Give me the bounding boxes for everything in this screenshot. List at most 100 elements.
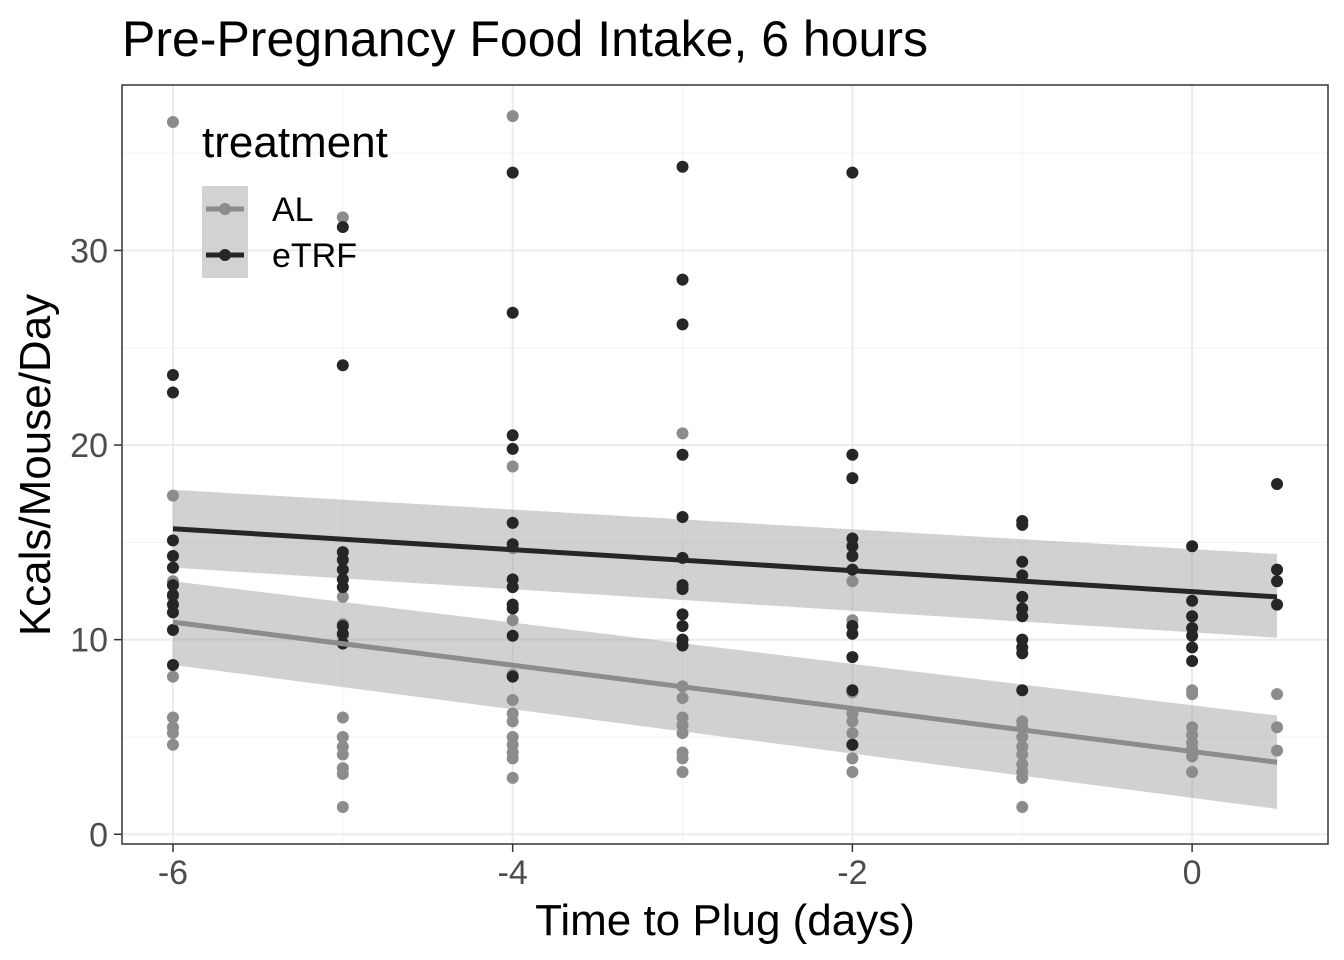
point-etrf [166,534,179,547]
point-etrf [676,620,689,633]
point-etrf [846,166,859,179]
point-al [336,767,349,780]
point-etrf [166,386,179,399]
point-etrf [336,221,349,234]
panel-border [121,84,1329,845]
point-al [166,711,179,724]
point-etrf [166,549,179,562]
point-al [336,801,349,814]
point-al [846,715,859,728]
point-etrf [506,429,519,442]
panel-background [122,85,1328,844]
point-etrf [166,658,179,671]
y-axis: 0 10 20 30 [70,232,122,854]
point-al [1016,771,1029,784]
point-etrf [1271,575,1284,588]
data-points [166,110,1284,814]
point-al [676,427,689,440]
point-etrf [506,516,519,529]
point-etrf [336,627,349,640]
point-al [1186,688,1199,701]
point-etrf [676,318,689,331]
legend-label-etrf: eTRF [272,237,357,275]
point-etrf [336,359,349,372]
point-etrf [166,579,179,592]
point-etrf [1186,629,1199,642]
point-etrf [506,166,519,179]
point-al [506,771,519,784]
point-al [166,670,179,683]
point-etrf [1016,555,1029,568]
point-al [1016,748,1029,761]
point-etrf [1271,598,1284,611]
point-etrf [676,511,689,524]
point-al [846,575,859,588]
point-al [676,727,689,740]
point-etrf [1186,641,1199,654]
point-al [846,752,859,765]
legend: treatment AL eTRF [202,118,388,278]
point-al [1271,688,1284,701]
legend-entries: AL eTRF [206,191,357,275]
x-tick-label: 0 [1183,854,1202,892]
point-etrf [506,442,519,455]
point-etrf [846,472,859,485]
fit-lines [172,526,1278,765]
point-etrf [166,606,179,619]
legend-key-point-al [219,203,231,215]
legend-label-al: AL [272,191,314,229]
point-etrf [1186,610,1199,623]
y-tick-label: 20 [70,427,108,465]
point-etrf [676,583,689,596]
point-etrf [846,549,859,562]
point-etrf [676,273,689,286]
point-al [506,110,519,123]
point-etrf [846,627,859,640]
point-etrf [506,602,519,615]
point-al [166,738,179,751]
point-al [1271,721,1284,734]
y-tick-label: 30 [70,232,108,270]
x-axis-title: Time to Plug (days) [535,896,915,945]
y-tick-label: 10 [70,622,108,660]
point-etrf [506,306,519,319]
point-etrf [1186,540,1199,553]
point-etrf [1186,594,1199,607]
point-etrf [1271,477,1284,490]
point-al [336,590,349,603]
chart-title: Pre-Pregnancy Food Intake, 6 hours [122,11,928,67]
point-etrf [1016,647,1029,660]
point-etrf [846,651,859,664]
point-al [676,765,689,778]
point-etrf [166,368,179,381]
point-etrf [676,639,689,652]
point-etrf [506,581,519,594]
point-etrf [676,608,689,621]
plot-area [121,84,1329,845]
point-al [846,727,859,740]
point-etrf [166,561,179,574]
point-etrf [506,629,519,642]
point-al [1271,744,1284,757]
ci-band-al [172,581,1278,809]
point-al [1016,730,1029,743]
point-al [166,727,179,740]
x-tick-label: -4 [498,854,528,892]
point-etrf [676,448,689,461]
point-al [336,730,349,743]
point-al [506,693,519,706]
point-al [1186,765,1199,778]
point-etrf [1186,655,1199,668]
point-etrf [166,623,179,636]
point-etrf [1016,518,1029,531]
point-al [166,489,179,502]
point-al [166,115,179,128]
point-etrf [846,448,859,461]
y-axis-title: Kcals/Mouse/Day [11,294,60,636]
point-etrf [846,684,859,697]
legend-key-background [202,186,248,278]
point-etrf [1271,563,1284,576]
point-al [846,765,859,778]
fit-line-al [172,619,1278,765]
